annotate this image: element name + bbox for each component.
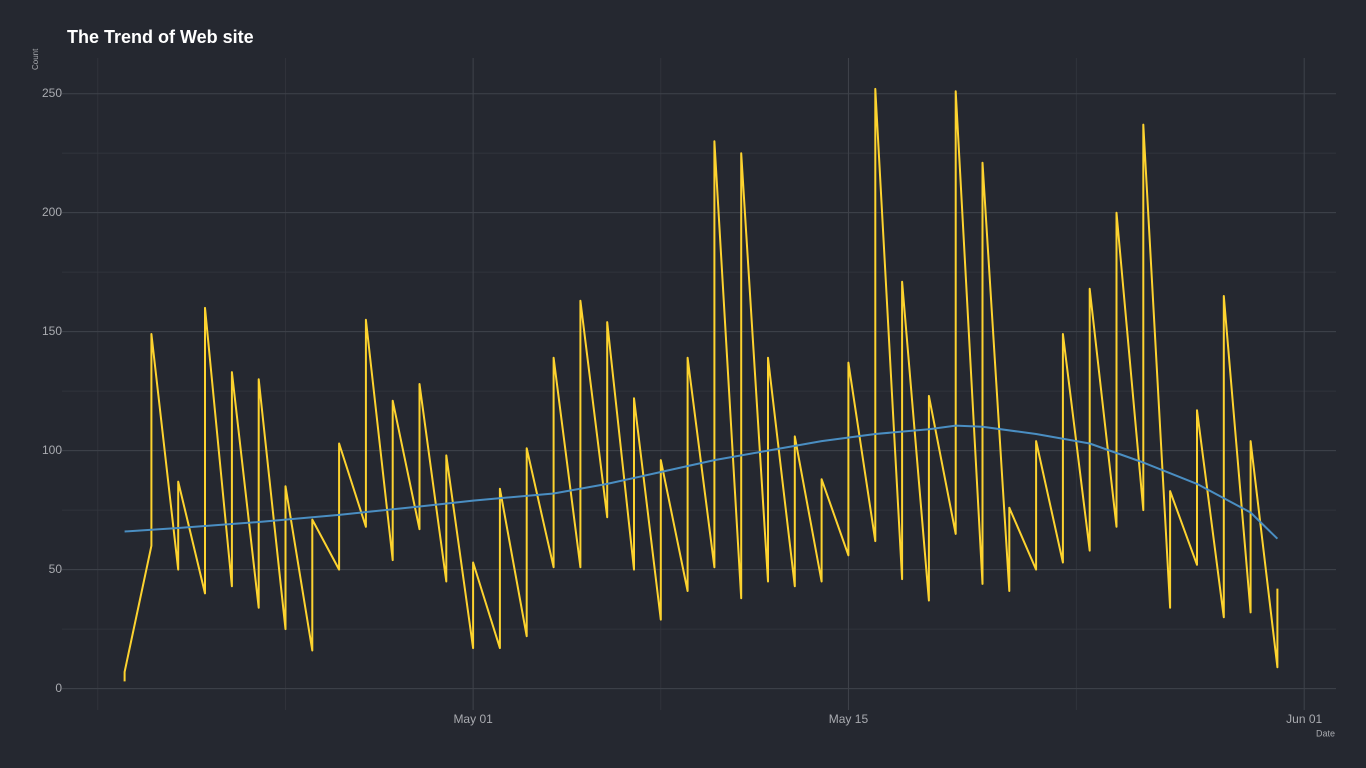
x-tick-label: May 01	[453, 712, 493, 726]
x-axis-title: Date	[1316, 728, 1335, 738]
y-tick-label: 200	[42, 205, 62, 219]
y-tick-label: 0	[55, 681, 62, 695]
y-tick-label: 50	[49, 562, 63, 576]
x-tick-label: May 15	[829, 712, 869, 726]
x-tick-label: Jun 01	[1286, 712, 1322, 726]
trend-line	[124, 424, 1279, 540]
y-tick-label: 100	[42, 443, 62, 457]
chart-title: The Trend of Web site	[67, 27, 254, 47]
y-tick-label: 150	[42, 324, 62, 338]
y-tick-label: 250	[42, 86, 62, 100]
y-axis-title: Count	[31, 48, 40, 70]
